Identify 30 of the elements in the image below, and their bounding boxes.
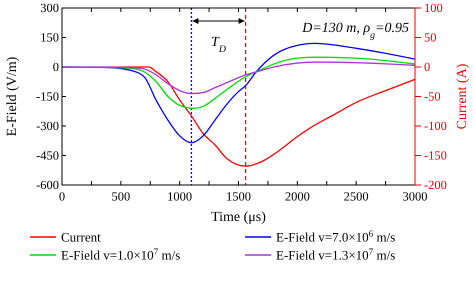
y2-axis-title: Current (A) <box>455 63 470 130</box>
y-tick-label: -600 <box>36 178 59 192</box>
y-tick-label: 300 <box>40 1 59 15</box>
y2-tick-label: 50 <box>424 30 436 44</box>
y-tick-label: -150 <box>36 90 59 104</box>
x-tick-label: 1500 <box>226 190 251 204</box>
y-tick-label: 0 <box>52 60 59 74</box>
x-tick-label: 2500 <box>344 190 369 204</box>
annotation: D=130 m, ρ$_{g}$=0.95 <box>301 21 409 40</box>
x-tick-label: 1000 <box>167 190 192 204</box>
y2-tick-label: 100 <box>424 1 443 15</box>
annotation: T$_{D}$ <box>211 35 226 54</box>
line-series <box>61 61 416 94</box>
legend-label: Current <box>61 230 102 244</box>
legend-label: E-Field v=1.0×10$^{7}$ m/s <box>61 246 180 262</box>
y-tick-label: -450 <box>36 148 59 162</box>
x-tick-label: 500 <box>111 190 130 204</box>
y2-tick-label: 0 <box>424 60 430 74</box>
y-tick-label: -300 <box>36 119 59 133</box>
legend-label: E-Field v=7.0×10$^{6}$ m/s <box>276 228 396 244</box>
y2-tick-label: -200 <box>424 178 447 192</box>
y-axis-title: E-Field (V/m) <box>5 56 20 136</box>
y2-tick-label: -100 <box>424 119 447 133</box>
y2-tick-label: -50 <box>424 90 441 104</box>
x-tick-label: 2000 <box>284 190 310 204</box>
x-axis-title: Time (μs) <box>211 210 266 225</box>
y-tick-label: 150 <box>40 30 59 44</box>
legend-label: E-Field v=1.3×10$^{7}$ m/s <box>276 246 396 262</box>
x-tick-label: 3000 <box>402 190 428 204</box>
y2-tick-label: -150 <box>424 148 447 162</box>
